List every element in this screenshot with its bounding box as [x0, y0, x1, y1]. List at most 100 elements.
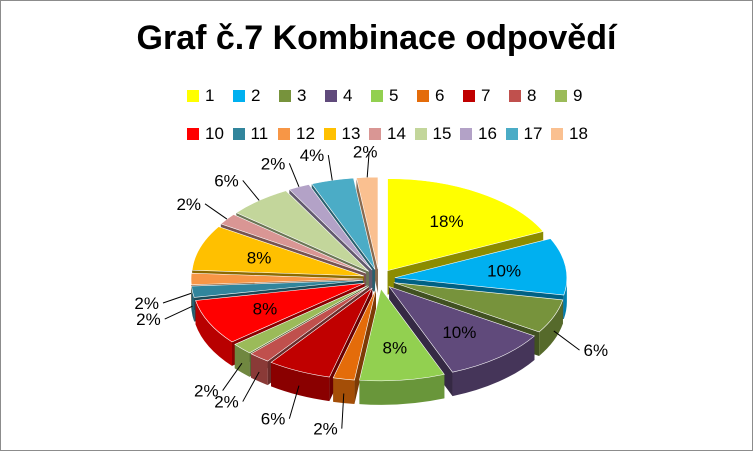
legend-label: 12 [296, 124, 315, 143]
legend-swatch [551, 128, 563, 140]
data-label: 18% [430, 212, 464, 231]
slice-outer-wall [195, 300, 232, 366]
slice-12 [190, 272, 364, 286]
slice-outer-wall [539, 299, 563, 356]
leader-line [162, 292, 192, 304]
slice-15 [235, 190, 370, 272]
legend-label: 15 [432, 124, 452, 143]
leader-line [242, 371, 260, 402]
leader-line [341, 393, 345, 429]
legend-item: 8 [509, 85, 536, 107]
leader-line [204, 203, 228, 220]
leader-line [164, 305, 193, 320]
legend-swatch [371, 90, 383, 102]
data-label: 8% [247, 249, 272, 268]
legend-swatch [233, 90, 245, 102]
legend-label: 1 [205, 86, 215, 105]
slice-outer-wall [271, 362, 330, 402]
data-label: 2% [194, 382, 219, 401]
leader-line [553, 330, 580, 351]
legend-item: 14 [369, 123, 406, 145]
slice-4 [388, 286, 536, 373]
legend-item: 9 [555, 85, 582, 107]
data-label: 4% [300, 146, 325, 165]
pie-tops [190, 176, 568, 382]
legend-item: 15 [414, 123, 452, 145]
data-label: 2% [353, 142, 378, 161]
legend-label: 11 [250, 124, 269, 143]
legend-item: 1 [187, 85, 214, 107]
data-label: 6% [584, 341, 609, 360]
legend-swatch [460, 128, 472, 140]
slice-7 [270, 287, 373, 378]
data-label: 2% [134, 294, 159, 313]
slice-wall [251, 286, 369, 378]
legend-label: 2 [251, 86, 261, 105]
legend-item: 2 [233, 85, 260, 107]
legend-swatch [505, 128, 518, 140]
leader-line [327, 155, 333, 181]
legend-label: 14 [387, 124, 406, 143]
slice-6 [332, 288, 377, 381]
slice-3 [393, 282, 564, 333]
legend-row: 10 11 12 13 14 15 16 17 18 [1, 123, 752, 145]
leader-line [242, 180, 260, 201]
slice-outer-wall [333, 377, 355, 405]
legend-swatch [555, 90, 567, 102]
legend-label: 9 [573, 86, 583, 105]
legend-item: 5 [371, 85, 398, 107]
legend-label: 6 [435, 86, 445, 105]
legend-swatch [417, 90, 429, 102]
legend-label: 8 [527, 86, 537, 105]
legend-item: 4 [325, 85, 352, 107]
data-label: 2% [136, 310, 161, 329]
slice-outer-wall [452, 335, 535, 397]
leader-line [288, 385, 300, 419]
data-label: 8% [253, 299, 278, 318]
data-label: 6% [214, 171, 239, 190]
legend-swatch [509, 90, 521, 102]
data-label: 10% [487, 261, 521, 280]
slice-outer-wall [191, 286, 195, 322]
legend-item: 10 [187, 123, 224, 145]
legend-swatch [414, 128, 427, 140]
leader-line [366, 151, 370, 178]
slice-1 [387, 178, 544, 272]
legend-item: 7 [463, 85, 490, 107]
legend-swatch [278, 128, 290, 140]
data-label: 8% [383, 338, 408, 357]
data-label: 6% [261, 410, 286, 429]
legend-item: 18 [551, 123, 588, 145]
legend-item: 3 [279, 85, 306, 107]
slice-11 [191, 279, 364, 298]
slice-18 [356, 176, 379, 270]
legend-row: 1 2 3 4 5 6 7 8 9 [1, 85, 752, 107]
slice-5 [359, 288, 445, 382]
legend-swatch [463, 90, 475, 102]
legend-label: 5 [389, 86, 399, 105]
slice-13 [191, 226, 364, 277]
slice-outer-wall [359, 374, 445, 405]
leader-line [222, 362, 243, 391]
data-labels: 18%10%6%10%8%2%6%2%2%8%2%2%8%2%6%2% 4% 2% [134, 142, 608, 438]
data-label: 2% [313, 420, 338, 439]
legend-item: 17 [505, 123, 543, 145]
legend-label: 13 [341, 124, 361, 143]
legend-swatch [369, 128, 381, 140]
legend-label: 10 [205, 124, 224, 143]
legend-swatch [187, 128, 199, 140]
legend-label: 7 [481, 86, 491, 105]
legend-label: 18 [569, 124, 588, 143]
slice-2 [394, 238, 568, 296]
legend-item: 6 [417, 85, 444, 107]
legend-label: 17 [523, 124, 543, 143]
legend-swatch [232, 128, 245, 140]
slice-9 [234, 285, 368, 354]
legend-label: 16 [478, 124, 497, 143]
slice-10 [195, 282, 365, 343]
data-label: 2% [214, 393, 239, 412]
legend-swatch [323, 128, 336, 140]
data-label: 2% [261, 154, 286, 173]
